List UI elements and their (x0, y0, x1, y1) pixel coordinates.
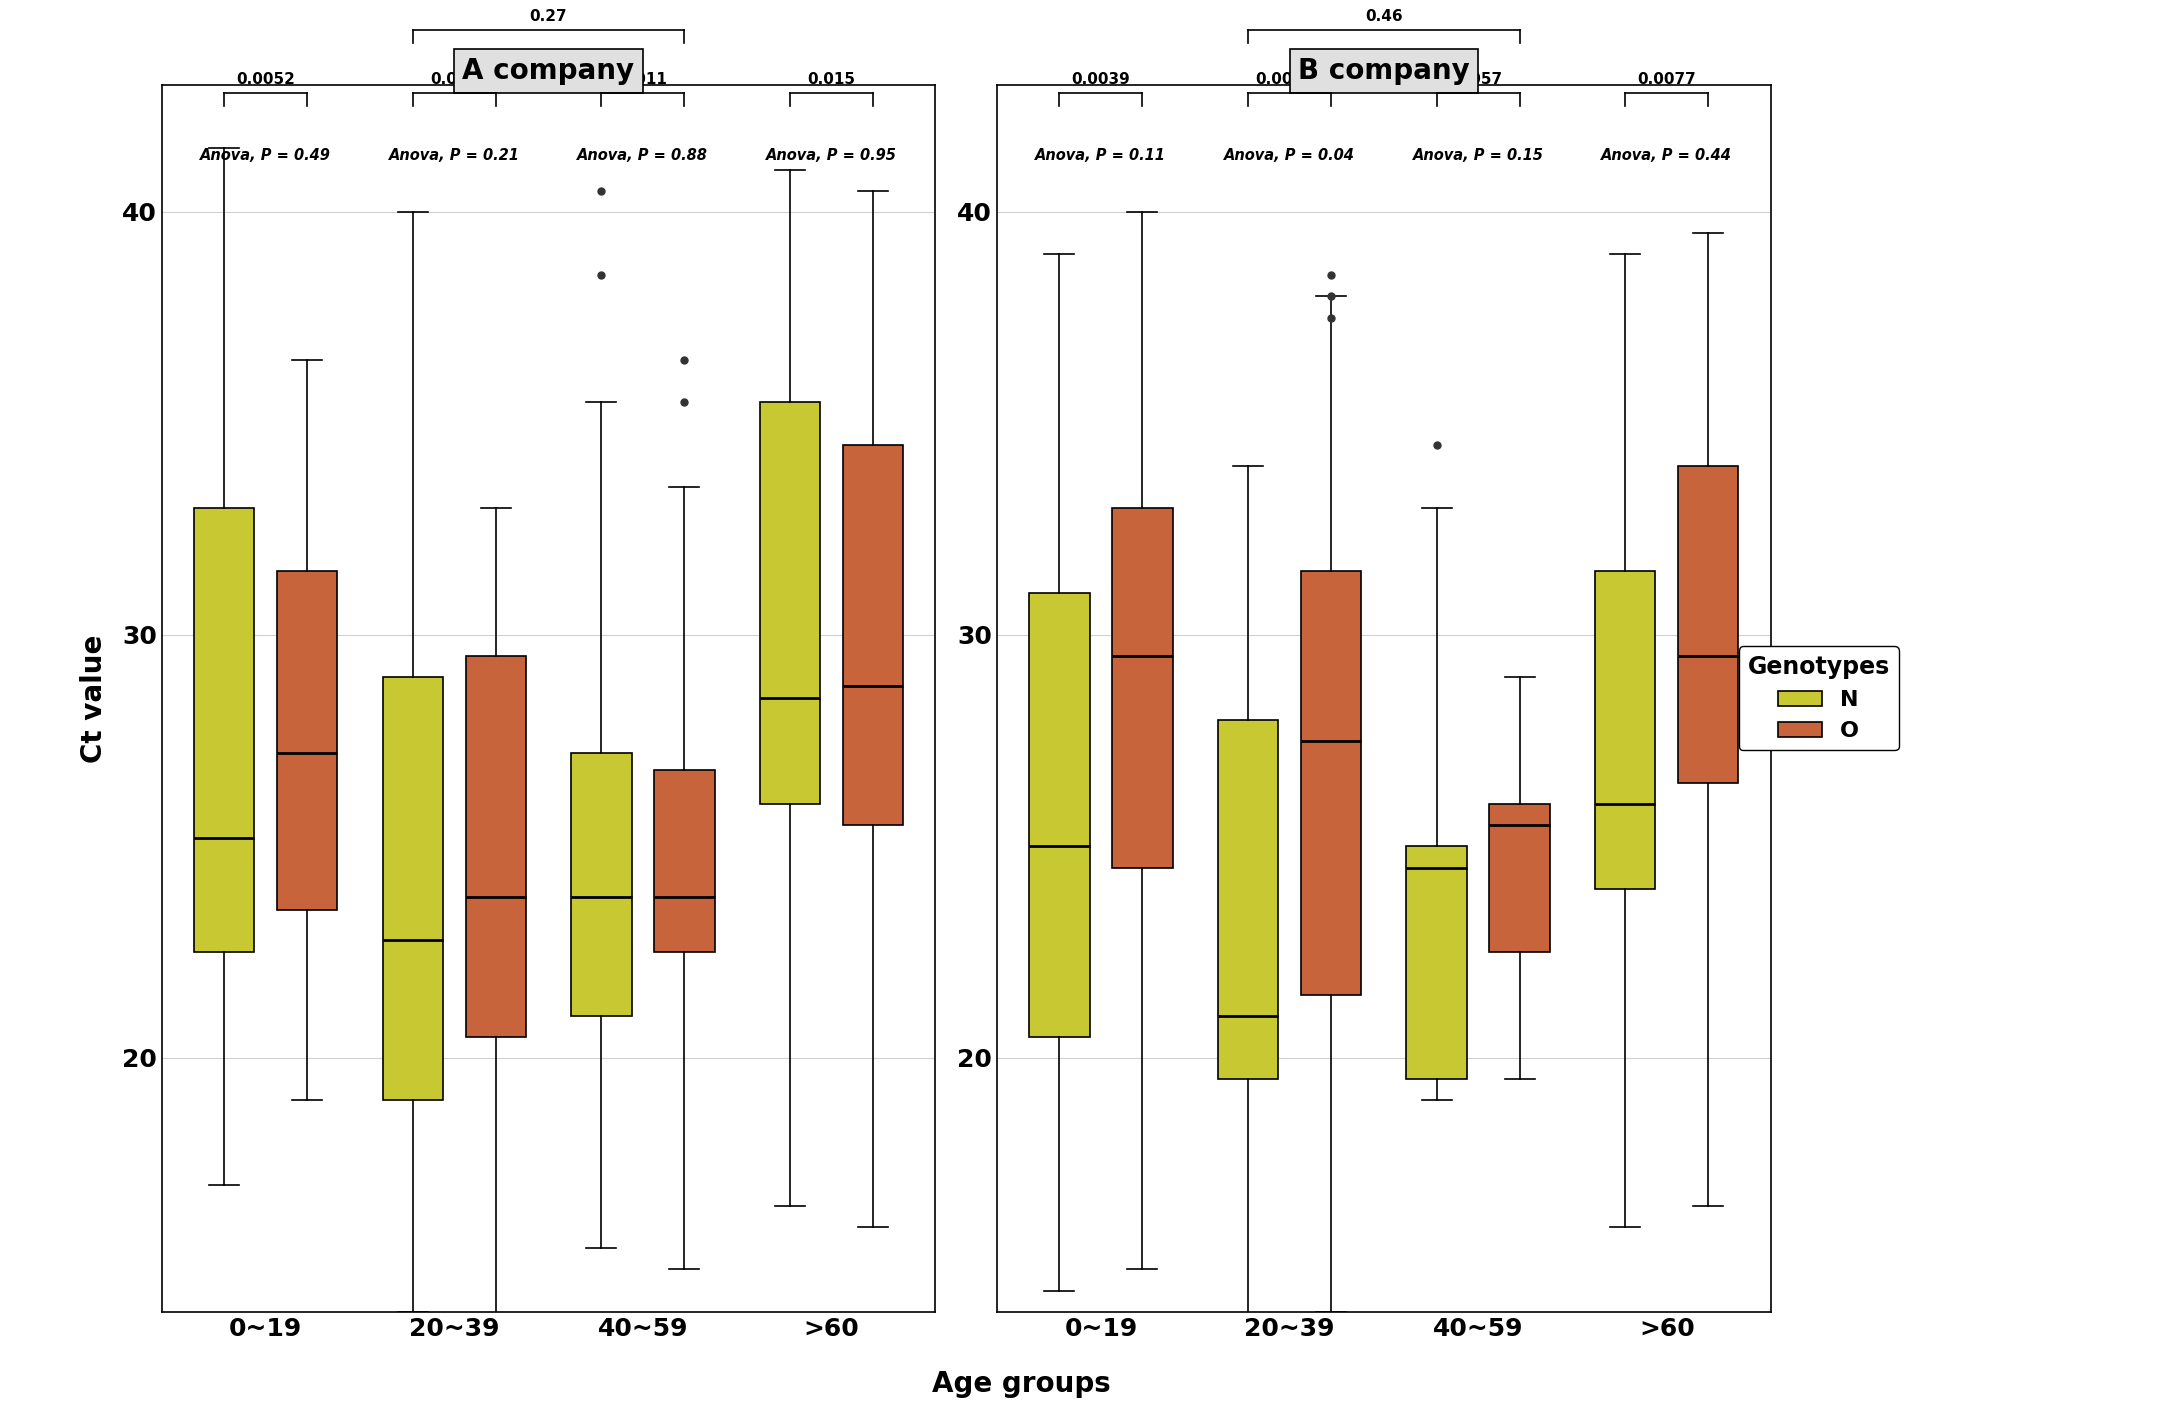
Text: 0.0077: 0.0077 (1638, 71, 1697, 87)
PathPatch shape (654, 771, 715, 952)
PathPatch shape (1406, 846, 1467, 1079)
Text: Anova, P = 0.04: Anova, P = 0.04 (1223, 148, 1356, 164)
Text: 0.0039: 0.0039 (1071, 71, 1130, 87)
Text: Anova, P = 0.11: Anova, P = 0.11 (1037, 148, 1167, 164)
Text: Anova, P = 0.15: Anova, P = 0.15 (1412, 148, 1543, 164)
Text: 0.27: 0.27 (530, 9, 567, 24)
Text: Anova, P = 0.44: Anova, P = 0.44 (1602, 148, 1732, 164)
Text: Anova, P = 0.49: Anova, P = 0.49 (200, 148, 330, 164)
Y-axis label: Ct value: Ct value (80, 634, 109, 762)
PathPatch shape (1217, 719, 1278, 1079)
PathPatch shape (843, 445, 904, 825)
PathPatch shape (1595, 571, 1656, 889)
Title: A company: A company (463, 57, 635, 86)
PathPatch shape (465, 656, 526, 1037)
PathPatch shape (571, 753, 632, 1016)
Text: 0.00076: 0.00076 (1254, 71, 1323, 87)
Text: Anova, P = 0.95: Anova, P = 0.95 (767, 148, 897, 164)
Text: Anova, P = 0.88: Anova, P = 0.88 (578, 148, 708, 164)
Text: 0.082: 0.082 (430, 71, 478, 87)
PathPatch shape (1678, 465, 1738, 783)
Legend: N, O: N, O (1738, 646, 1899, 751)
Text: Anova, P = 0.21: Anova, P = 0.21 (389, 148, 519, 164)
Text: 0.46: 0.46 (1365, 9, 1402, 24)
PathPatch shape (761, 402, 819, 805)
Text: Age groups: Age groups (932, 1370, 1110, 1398)
Title: B company: B company (1297, 57, 1469, 86)
PathPatch shape (193, 508, 254, 952)
PathPatch shape (382, 678, 443, 1100)
PathPatch shape (1113, 508, 1173, 868)
Text: 0.057: 0.057 (1454, 71, 1502, 87)
PathPatch shape (1489, 805, 1549, 952)
Text: 0.0052: 0.0052 (237, 71, 296, 87)
PathPatch shape (1302, 571, 1360, 995)
Text: 0.011: 0.011 (619, 71, 667, 87)
PathPatch shape (276, 571, 337, 910)
Text: 0.015: 0.015 (808, 71, 856, 87)
PathPatch shape (1030, 592, 1089, 1037)
